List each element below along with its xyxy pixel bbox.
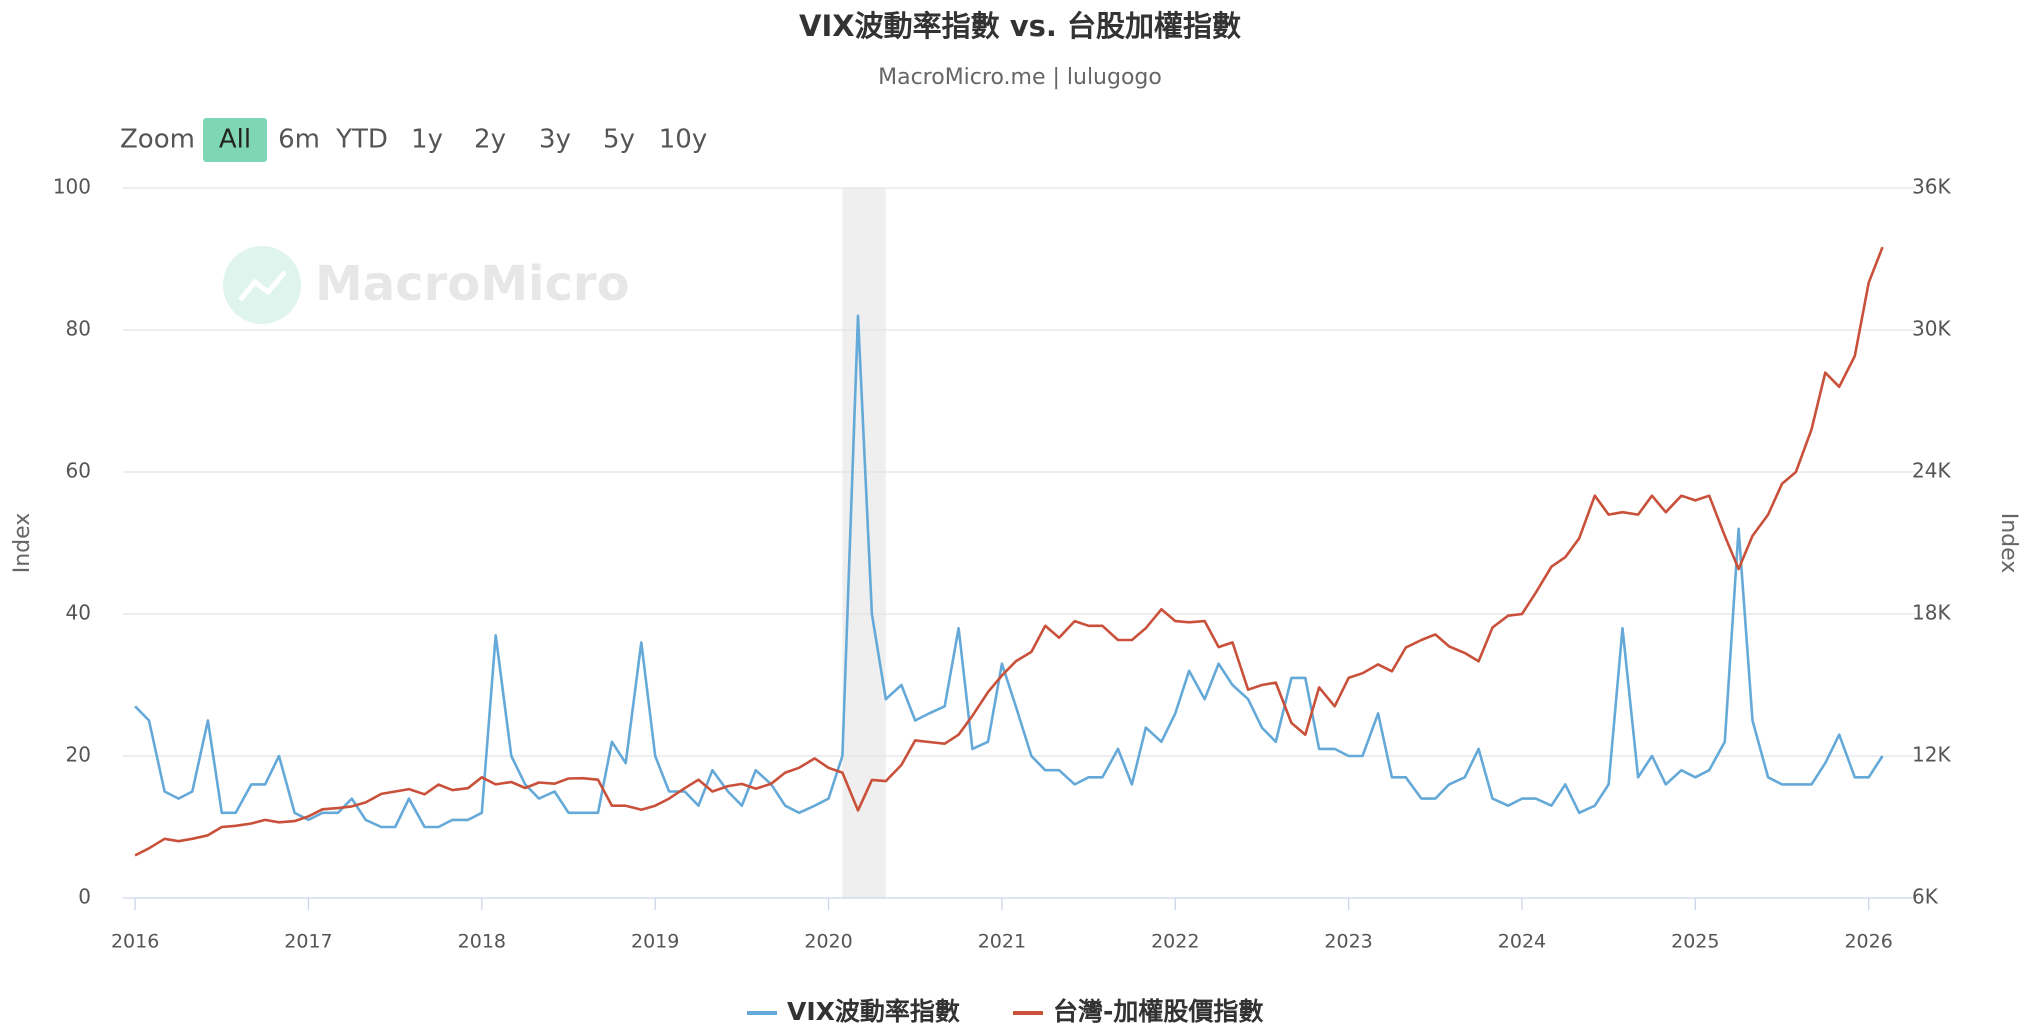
y2-axis-title: Index (1996, 513, 2021, 574)
x-tick-label: 2020 (804, 931, 852, 953)
series-line (134, 246, 1884, 857)
x-tick-label: 2018 (458, 931, 506, 953)
x-tick-label: 2025 (1671, 931, 1719, 953)
y-tick-label: 20 (66, 743, 91, 767)
zoom-button[interactable]: 1y (411, 125, 443, 155)
series-line (134, 314, 1884, 829)
zoom-button[interactable]: 6m (278, 125, 320, 155)
y2-tick-label: 18K (1912, 601, 1951, 625)
y-tick-label: 80 (66, 317, 91, 341)
legend-label[interactable]: VIX波動率指數 (787, 997, 960, 1026)
watermark-logo (223, 246, 301, 324)
y-tick-label: 0 (78, 885, 91, 909)
y-tick-label: 100 (53, 175, 91, 199)
zoom-button[interactable]: 2y (474, 125, 506, 155)
watermark: MacroMicro (223, 246, 630, 324)
y2-tick-label: 24K (1912, 459, 1951, 483)
y-tick-label: 40 (66, 601, 91, 625)
x-tick-label: 2024 (1498, 931, 1546, 953)
zoom-button[interactable]: YTD (335, 125, 388, 155)
y-tick-label: 60 (66, 459, 91, 483)
x-tick-label: 2019 (631, 931, 679, 953)
zoom-button[interactable]: All (219, 125, 251, 155)
x-tick-label: 2016 (111, 931, 159, 953)
x-tick-label: 2023 (1324, 931, 1372, 953)
zoom-button-bg[interactable] (203, 118, 267, 162)
y2-tick-label: 6K (1912, 885, 1939, 909)
y2-tick-label: 12K (1912, 743, 1951, 767)
zoom-label: Zoom (120, 125, 195, 155)
x-tick-label: 2022 (1151, 931, 1199, 953)
x-tick-label: 2026 (1844, 931, 1892, 953)
chart-subtitle: MacroMicro.me | lulugogo (878, 65, 1162, 90)
y-axis-title: Index (10, 513, 35, 574)
legend-label[interactable]: 台灣-加權股價指數 (1053, 997, 1263, 1026)
chart-title: VIX波動率指數 vs. 台股加權指數 (799, 9, 1241, 43)
zoom-button[interactable]: 5y (603, 125, 635, 155)
zoom-button[interactable]: 10y (659, 125, 707, 155)
zoom-button[interactable]: 3y (539, 125, 571, 155)
y2-tick-label: 30K (1912, 317, 1951, 341)
watermark-text: MacroMicro (315, 256, 630, 312)
watermark-logo-icon (238, 270, 287, 302)
y2-tick-label: 36K (1912, 175, 1951, 199)
x-tick-label: 2017 (284, 931, 332, 953)
x-tick-label: 2021 (978, 931, 1026, 953)
